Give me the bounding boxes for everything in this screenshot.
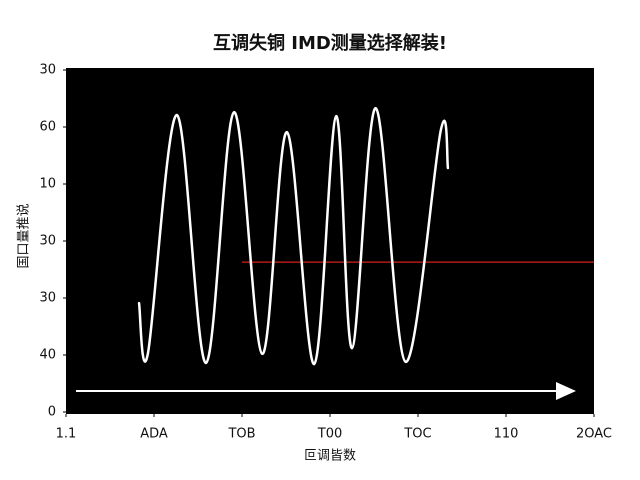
arrow-head	[556, 382, 576, 400]
y-tick-label: 60	[39, 120, 56, 135]
x-tick-label: T00	[317, 427, 342, 442]
y-tick-label: 30	[39, 63, 56, 78]
y-tick-label: 30	[39, 291, 56, 306]
y-axis-label: 国口量推说	[17, 203, 32, 268]
plot-area	[66, 68, 594, 414]
x-tick-label: 2OAC	[576, 427, 612, 442]
line-series	[137, 106, 450, 366]
y-tick-label: 10	[39, 177, 56, 192]
x-tick-label: ADA	[140, 427, 168, 442]
y-tick-label: 0	[48, 405, 56, 420]
x-tick-label: TOB	[227, 427, 255, 442]
x-axis-label: 叵调皆数	[304, 449, 356, 464]
x-tick-label: 1.1	[56, 427, 77, 442]
chart-title: 互调失铜 IMD测量选择解装!	[213, 32, 447, 54]
x-tick-label: TOC	[403, 427, 431, 442]
y-tick-label: 30	[39, 234, 56, 249]
y-tick-label: 40	[39, 348, 56, 363]
x-tick-label: 110	[494, 427, 519, 442]
